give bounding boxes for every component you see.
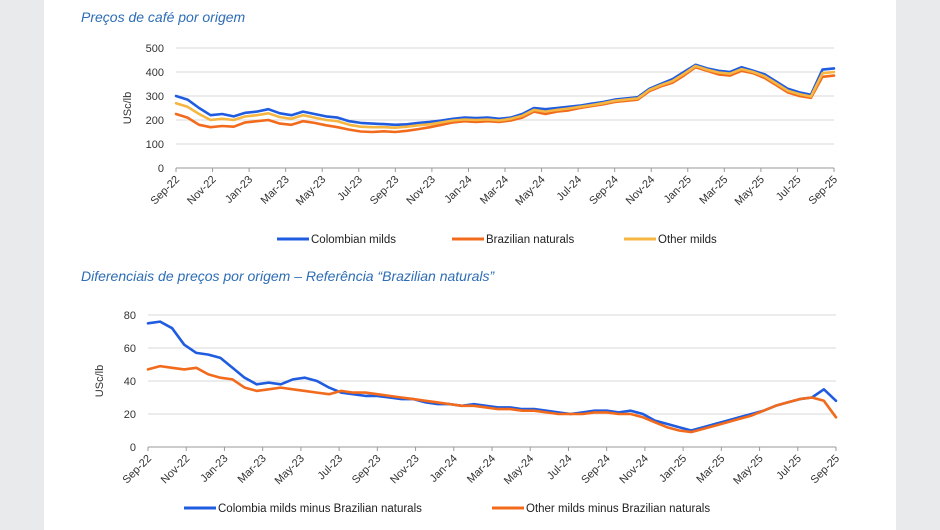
- x-tick-label: Jan-23: [198, 453, 230, 485]
- series-line-colombian-milds: [174, 63, 836, 127]
- legend-label: Other milds: [658, 234, 717, 246]
- series-line-brazilian-naturals: [174, 65, 836, 134]
- legend-label: Other milds minus Brazilian naturals: [526, 503, 710, 515]
- y-tick-label: 0: [130, 442, 136, 454]
- y-axis-label: USc/lb: [122, 92, 134, 124]
- y-tick-label: 300: [146, 91, 164, 103]
- x-tick-label: Mar-24: [465, 453, 498, 486]
- x-tick-label: Nov-23: [388, 453, 422, 487]
- y-tick-label: 60: [124, 343, 136, 355]
- x-tick-label: Mar-25: [694, 453, 727, 486]
- legend-label: Colombian milds: [311, 234, 396, 246]
- x-tick-label: Nov-24: [617, 453, 651, 487]
- x-tick-label: Nov-22: [159, 453, 193, 487]
- x-tick-label: Jul-23: [316, 453, 346, 483]
- y-tick-label: 500: [146, 43, 164, 55]
- series-line-colombia-milds-minus-brazilian-naturals: [146, 320, 838, 432]
- y-tick-label: 100: [146, 139, 164, 151]
- chart-title-prices: Preços de café por origem: [81, 9, 246, 25]
- legend-label: Brazilian naturals: [486, 234, 574, 246]
- x-tick-label: Jan-24: [428, 453, 460, 485]
- y-tick-label: 400: [146, 67, 164, 79]
- legend-label: Colombia milds minus Brazilian naturals: [218, 503, 422, 515]
- series-line-other-milds-minus-brazilian-naturals: [146, 364, 838, 434]
- series-line-other-milds: [174, 64, 836, 129]
- x-tick-label: Sep-22: [121, 453, 155, 487]
- x-tick-label: Mar-23: [236, 453, 269, 486]
- x-tick-label: Sep-23: [350, 453, 384, 487]
- y-tick-label: 0: [158, 163, 164, 175]
- x-tick-label: Jul-25: [774, 453, 804, 483]
- report-page: Preços de café por origem 0 100 200 300 400 5…: [44, 0, 896, 530]
- x-tick-label: Sep-24: [579, 453, 613, 487]
- y-tick-label: 40: [124, 376, 136, 388]
- x-tick-label: May-24: [502, 453, 536, 487]
- x-tick-label: Sep-25: [809, 453, 843, 487]
- y-axis-label: USc/lb: [94, 365, 106, 397]
- y-tick-label: 20: [124, 409, 136, 421]
- x-tick-label: May-23: [273, 453, 307, 487]
- x-tick-label: Jul-24: [545, 453, 575, 483]
- y-tick-label: 200: [146, 115, 164, 127]
- x-tick-label: May-25: [731, 453, 765, 487]
- x-tick-label: Jan-25: [657, 453, 689, 485]
- chart-title-differentials: Diferenciais de preços por origem – Refe…: [81, 268, 495, 284]
- y-tick-label: 80: [124, 310, 136, 322]
